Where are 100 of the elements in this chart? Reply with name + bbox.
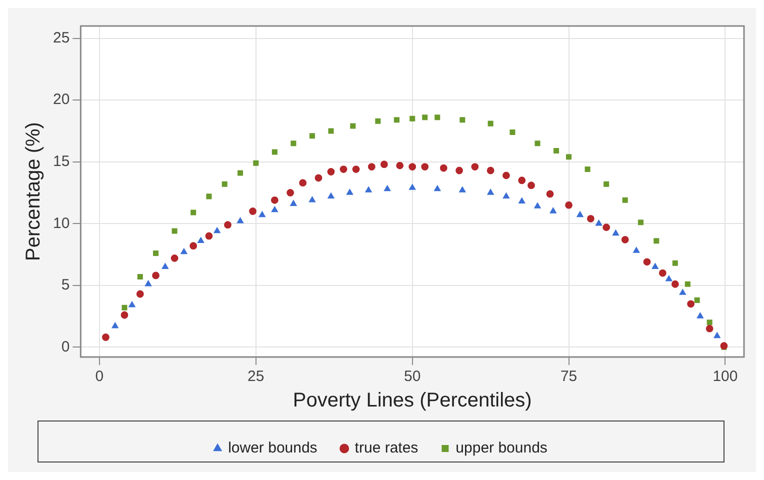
- point: [214, 227, 220, 234]
- point: [328, 128, 334, 134]
- point: [249, 208, 256, 215]
- point: [518, 198, 526, 204]
- point: [422, 114, 428, 120]
- point: [120, 311, 128, 319]
- point: [410, 116, 416, 122]
- point: [672, 260, 678, 266]
- point: [286, 189, 294, 196]
- point: [112, 322, 118, 328]
- point: [152, 272, 160, 280]
- point: [290, 140, 296, 146]
- point: [612, 230, 619, 236]
- point: [471, 163, 479, 170]
- point: [206, 194, 212, 200]
- point: [554, 148, 560, 154]
- x-tick-label: 0: [95, 368, 104, 386]
- point: [368, 163, 376, 170]
- x-axis-title: Poverty Lines (Percentiles): [292, 390, 532, 412]
- point: [162, 263, 168, 269]
- y-tick-label: 5: [61, 276, 70, 294]
- point: [421, 163, 429, 170]
- point: [380, 160, 388, 168]
- point: [638, 220, 644, 226]
- x-tick-label: 25: [248, 368, 264, 386]
- point: [180, 248, 188, 254]
- point: [510, 129, 516, 135]
- point: [308, 196, 316, 202]
- point: [172, 228, 178, 234]
- point: [270, 196, 278, 204]
- point: [224, 221, 232, 229]
- point: [666, 275, 672, 282]
- y-axis-title: Percentage (%): [22, 122, 45, 261]
- point: [534, 202, 541, 208]
- legend-label: upper bounds: [456, 440, 548, 457]
- point: [190, 242, 198, 250]
- point: [198, 237, 204, 244]
- point: [434, 185, 441, 192]
- point: [684, 281, 690, 287]
- point: [706, 320, 712, 326]
- point: [584, 166, 590, 172]
- point: [460, 117, 466, 123]
- legend-label: true rates: [354, 440, 418, 457]
- point: [205, 232, 213, 240]
- point: [375, 118, 381, 124]
- point: [384, 185, 391, 192]
- point: [137, 274, 143, 280]
- point: [652, 263, 658, 269]
- point: [190, 210, 196, 216]
- point: [643, 258, 651, 266]
- point: [488, 120, 494, 126]
- point: [236, 217, 244, 224]
- y-tick-label: 0: [61, 338, 70, 356]
- point: [128, 301, 136, 308]
- point: [350, 123, 356, 129]
- point: [396, 162, 404, 170]
- point: [602, 224, 610, 232]
- point: [299, 179, 307, 187]
- point: [314, 174, 322, 182]
- point: [687, 300, 695, 308]
- point: [409, 184, 416, 190]
- point: [621, 236, 629, 244]
- x-tick-label: 100: [712, 368, 738, 386]
- point: [328, 192, 334, 199]
- point: [565, 201, 572, 209]
- point: [586, 214, 594, 222]
- y-tick-label: 15: [52, 153, 70, 170]
- x-tick-label: 50: [404, 368, 421, 386]
- point: [502, 172, 510, 180]
- point: [327, 168, 335, 176]
- y-tick-label: 20: [52, 91, 70, 108]
- point: [153, 250, 159, 256]
- point: [658, 269, 666, 277]
- point: [309, 133, 315, 139]
- point: [604, 181, 610, 187]
- point: [696, 312, 704, 318]
- point: [459, 186, 466, 192]
- point: [596, 220, 602, 226]
- point: [654, 238, 660, 244]
- y-tick-label: 10: [52, 214, 70, 232]
- point: [340, 166, 348, 173]
- x-tick-label: 75: [560, 368, 578, 386]
- point: [434, 114, 440, 120]
- point: [440, 164, 448, 172]
- point: [253, 160, 259, 166]
- point: [346, 189, 354, 195]
- point: [170, 254, 178, 262]
- point: [518, 176, 526, 184]
- point: [566, 154, 572, 160]
- point: [272, 149, 278, 155]
- point: [394, 117, 400, 123]
- point: [122, 304, 128, 310]
- point: [237, 170, 244, 176]
- point: [694, 297, 700, 303]
- point: [222, 181, 228, 187]
- point: [534, 140, 540, 146]
- point: [546, 190, 554, 198]
- point: [528, 182, 535, 190]
- point: [271, 206, 278, 212]
- point: [714, 332, 720, 338]
